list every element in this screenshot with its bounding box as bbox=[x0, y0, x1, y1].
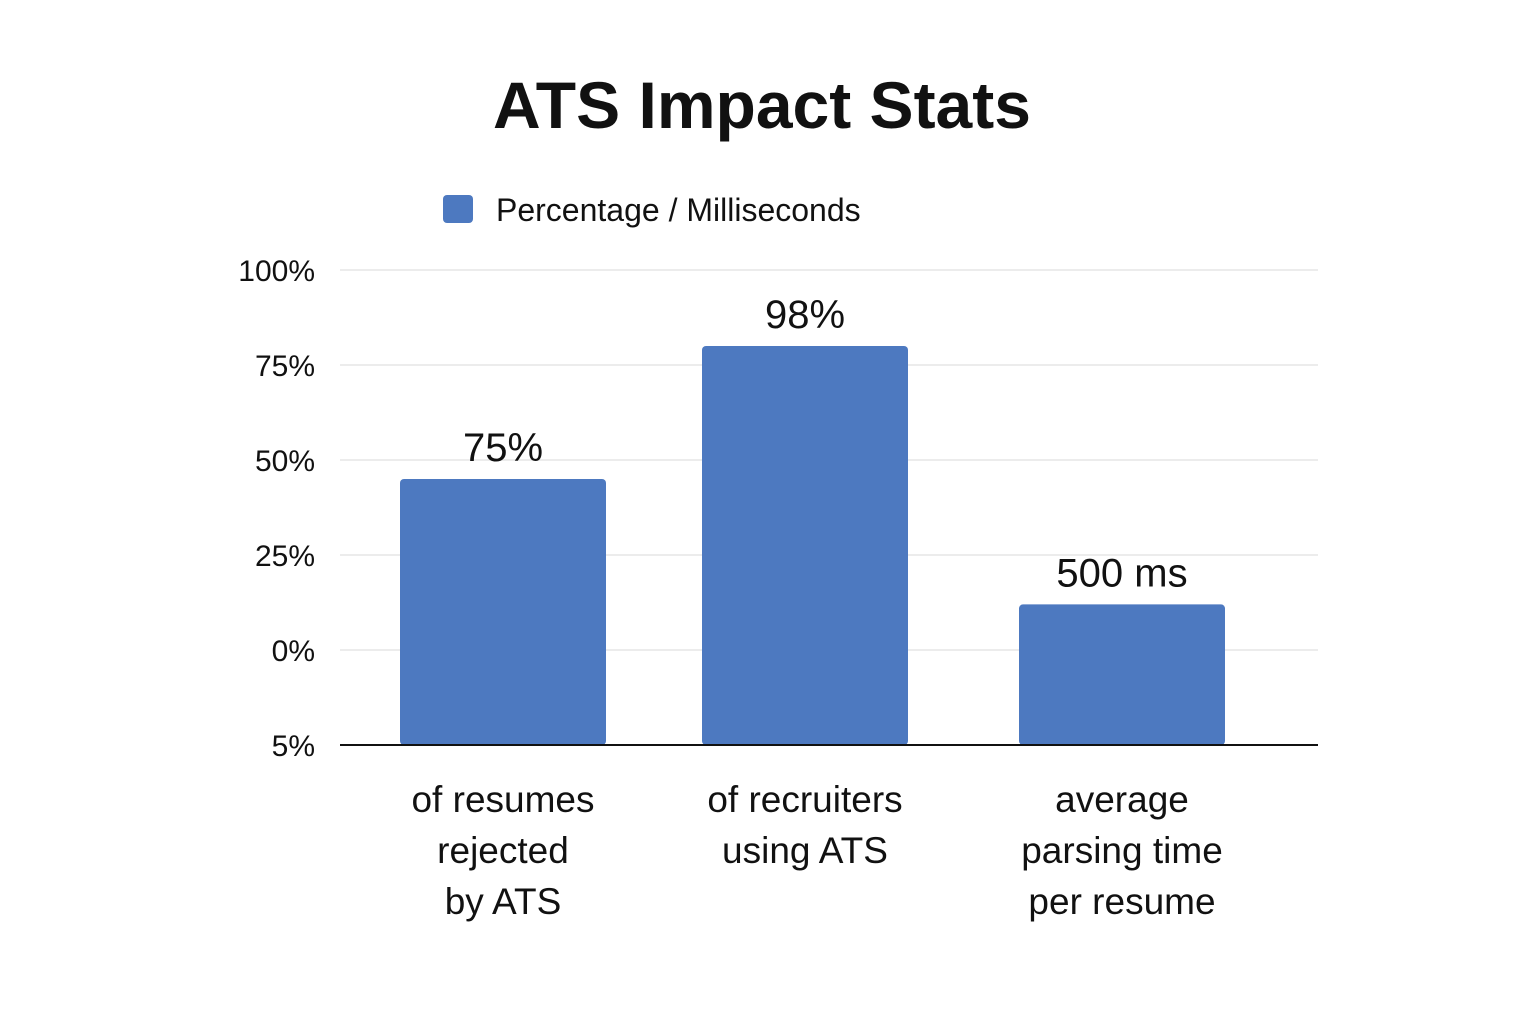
y-tick-label: 75% bbox=[255, 350, 315, 383]
legend-label: Percentage / Milliseconds bbox=[496, 192, 861, 228]
bar-value-label: 500 ms bbox=[1056, 551, 1187, 595]
bar bbox=[702, 346, 908, 745]
y-tick-label: 5% bbox=[272, 730, 315, 763]
x-category-label-line: parsing time bbox=[1021, 830, 1223, 871]
x-category-label-line: using ATS bbox=[722, 830, 888, 871]
chart-title: ATS Impact Stats bbox=[493, 68, 1031, 142]
x-category-label-line: of recruiters bbox=[707, 779, 902, 820]
data-labels: 75% 98% 500 ms bbox=[463, 293, 1188, 595]
bar-value-label: 75% bbox=[463, 426, 543, 470]
legend-swatch bbox=[443, 195, 473, 223]
x-category-label-line: average bbox=[1055, 779, 1189, 820]
x-category-label-line: of resumes bbox=[411, 779, 594, 820]
bar bbox=[1019, 604, 1225, 745]
x-category-label-line: per resume bbox=[1028, 881, 1215, 922]
legend: Percentage / Milliseconds bbox=[443, 192, 861, 228]
x-axis: of resumes rejected by ATS of recruiters usi… bbox=[411, 779, 1222, 922]
x-category-label: average parsing time per resume bbox=[1021, 779, 1223, 922]
bars bbox=[400, 346, 1225, 745]
bar-value-label: 98% bbox=[765, 293, 845, 337]
y-tick-label: 100% bbox=[238, 255, 315, 288]
x-category-label: of resumes rejected by ATS bbox=[411, 779, 594, 922]
y-tick-label: 50% bbox=[255, 445, 315, 478]
x-category-label: of recruiters using ATS bbox=[707, 779, 902, 871]
x-category-label-line: by ATS bbox=[445, 881, 562, 922]
y-tick-label: 0% bbox=[272, 635, 315, 668]
y-tick-label: 25% bbox=[255, 540, 315, 573]
bar bbox=[400, 479, 606, 745]
y-axis: 100% 75% 50% 25% 0% 5% bbox=[238, 255, 315, 763]
x-category-label-line: rejected bbox=[437, 830, 569, 871]
